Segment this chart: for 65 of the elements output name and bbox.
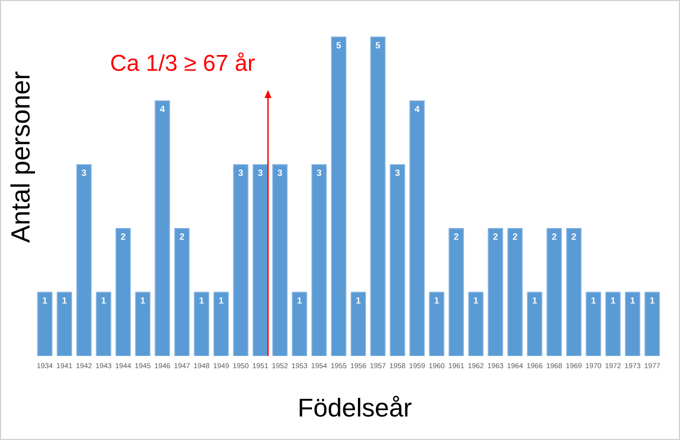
data-label: 2 (454, 233, 458, 240)
data-label: 1 (102, 297, 106, 304)
bar (116, 228, 131, 356)
data-label: 1 (219, 297, 224, 304)
bar (76, 164, 92, 356)
bar (311, 164, 327, 356)
data-label: 1 (298, 297, 302, 304)
bar (488, 228, 504, 356)
bar (468, 292, 484, 356)
data-label: 1 (140, 297, 146, 304)
data-label: 3 (278, 170, 282, 176)
bar (96, 292, 112, 356)
data-label: 2 (120, 233, 126, 240)
bar (135, 292, 150, 356)
bar (526, 292, 542, 356)
bar (644, 292, 660, 356)
data-label: 1 (650, 297, 654, 304)
bar (370, 36, 386, 356)
data-label: 4 (414, 106, 420, 112)
annotation: Ca 1/3 ≥ 67 år (111, 52, 255, 72)
data-label: 2 (552, 233, 556, 240)
bar (194, 292, 210, 356)
bar (350, 292, 366, 356)
data-label: 3 (238, 170, 243, 176)
data-label: 1 (591, 297, 596, 304)
data-label: 1 (356, 297, 361, 304)
data-label: 3 (82, 170, 86, 176)
bar (586, 292, 602, 356)
data-label: 2 (180, 233, 184, 240)
bar (448, 228, 464, 356)
bar (292, 292, 308, 356)
data-label: 1 (434, 297, 439, 304)
bar (566, 228, 582, 356)
data-label: 5 (336, 42, 341, 48)
bar (409, 100, 425, 356)
data-label: 1 (62, 297, 67, 304)
bar (56, 292, 72, 356)
data-label: 1 (200, 297, 204, 304)
data-label: 5 (376, 42, 380, 48)
bar (154, 100, 170, 356)
bar (624, 292, 640, 356)
data-label: 1 (42, 297, 48, 304)
bar (331, 36, 346, 356)
data-label: 3 (316, 170, 322, 176)
data-label: 1 (630, 297, 635, 304)
data-label: 3 (395, 170, 400, 176)
bar (507, 228, 523, 356)
bar (605, 292, 621, 356)
bar (546, 228, 562, 356)
data-label: 4 (160, 106, 165, 112)
data-label: 2 (512, 233, 518, 240)
data-label: 1 (532, 297, 537, 304)
x-axis-title: Födelseår (300, 396, 412, 417)
bar (390, 164, 406, 356)
bar (37, 292, 52, 356)
bar (213, 292, 229, 356)
bar (429, 292, 444, 356)
data-label: 1 (474, 297, 478, 304)
y-axis-title: Antal personer (10, 72, 35, 243)
data-label: 2 (493, 233, 498, 240)
data-label: 2 (572, 233, 576, 240)
data-label: 3 (258, 170, 263, 176)
bar (174, 228, 190, 356)
data-label: 1 (611, 297, 616, 304)
bar (233, 164, 248, 356)
